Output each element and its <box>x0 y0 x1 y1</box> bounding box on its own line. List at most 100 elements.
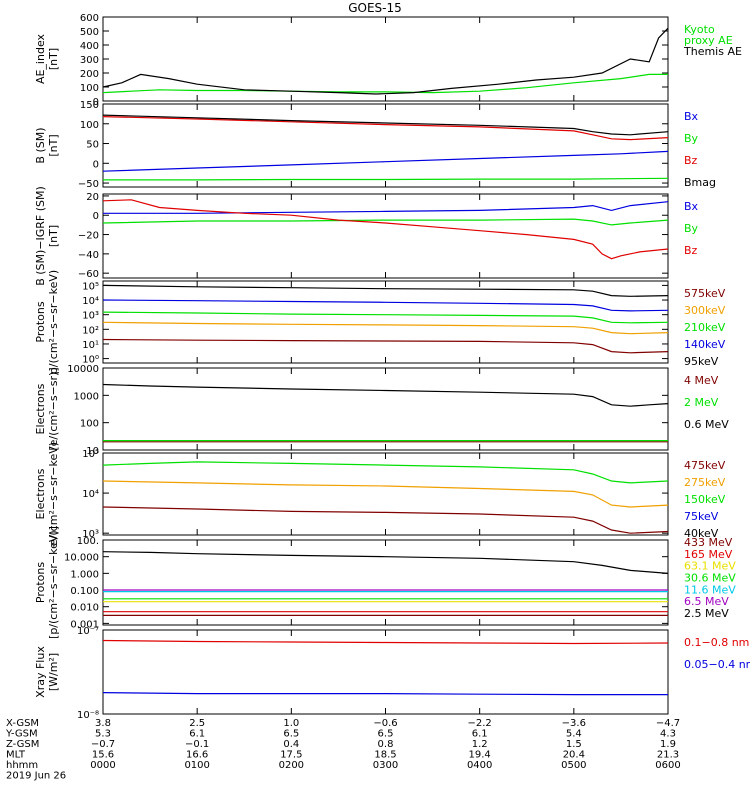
series-line <box>102 383 669 407</box>
legend-label: 575keV <box>684 287 726 300</box>
y-tick-label: 100. <box>77 536 99 547</box>
xaxis-value: 1.2 <box>472 739 488 750</box>
series-line <box>102 321 669 335</box>
xaxis-row-label: Y-GSM <box>5 729 38 740</box>
series-line <box>102 218 669 226</box>
y-tick-label: 100 <box>80 83 99 94</box>
xaxis-value: 1.5 <box>566 739 582 750</box>
y-tick-label: 400 <box>80 41 99 52</box>
y-tick-label: 10⁰ <box>82 355 99 366</box>
y-tick-label: 10⁵ <box>82 281 99 292</box>
y-axis-label: Protons <box>34 301 47 342</box>
legend-label: 0.6 MeV <box>684 418 729 431</box>
legend-label: Themis AE <box>683 45 742 58</box>
y-tick-label: 0 <box>93 97 99 108</box>
series-line <box>102 299 669 312</box>
figure-title: GOES-15 <box>348 1 402 15</box>
y-tick-label: −40 <box>78 250 99 261</box>
xaxis-value: 3.8 <box>95 718 111 729</box>
y-tick-label: 10³ <box>82 311 99 322</box>
legend-label: 275keV <box>684 476 726 489</box>
panel-7: 0.001 0.010 0.100 1.000 10.000 100. Protons [p/… <box>34 526 736 639</box>
series-line <box>102 480 669 508</box>
panel-frame <box>102 16 669 102</box>
xaxis-value: −3.6 <box>562 718 586 729</box>
xaxis-value: 6.5 <box>378 729 394 740</box>
y-tick-label: 0.001 <box>70 619 99 630</box>
panel-frame <box>102 367 669 451</box>
y-tick-label: 10⁻⁸ <box>77 710 99 721</box>
xaxis-value: 4.3 <box>660 729 676 740</box>
y-tick-label: 10⁵ <box>82 449 99 460</box>
legend-label: By <box>684 222 699 235</box>
y-tick-label: 10² <box>82 325 99 336</box>
xaxis-row-label: MLT <box>6 750 26 761</box>
y-tick-label: 50 <box>86 140 99 151</box>
series-line <box>102 73 668 94</box>
legend-label: 150keV <box>684 493 726 506</box>
y-axis-label: AE_index <box>34 33 47 84</box>
y-tick-label: 100 <box>80 120 99 131</box>
xaxis-value: 19.4 <box>469 750 491 761</box>
series-line <box>102 692 668 696</box>
series-line <box>102 199 669 260</box>
date-label: 2019 Jun 26 <box>6 771 66 782</box>
y-axis-label: [nT] <box>47 225 60 247</box>
legend-label: 95keV <box>684 355 719 368</box>
y-tick-label: 10⁴ <box>82 489 99 500</box>
y-tick-label: 0.010 <box>70 603 99 614</box>
xaxis-value: −0.7 <box>91 739 115 750</box>
y-tick-label: 0 <box>93 159 99 170</box>
y-tick-label: 100 <box>80 419 99 430</box>
xaxis-value: 21.3 <box>657 750 679 761</box>
legend-label: 475keV <box>684 459 726 472</box>
xaxis-value: 0500 <box>561 760 586 771</box>
series-line <box>103 177 669 181</box>
series-line <box>102 639 669 645</box>
xaxis-value: 0000 <box>90 760 115 771</box>
panel-frame <box>102 280 669 364</box>
xaxis-value: 16.6 <box>186 750 208 761</box>
series-line <box>102 311 669 324</box>
legend-label: 30.6 MeV <box>684 572 736 585</box>
y-tick-label: −20 <box>78 231 99 242</box>
xaxis-row-label: Z-GSM <box>6 739 39 750</box>
xaxis-value: 0.4 <box>283 739 299 750</box>
panel-1: 0 100 200 300 400 500 600 AE_index [nT] Kyotoprox… <box>34 13 742 108</box>
y-tick-label: 10⁴ <box>82 296 99 307</box>
legend-label: 210keV <box>684 321 726 334</box>
xaxis-value: 6.5 <box>283 729 299 740</box>
xaxis-value: −4.7 <box>656 718 680 729</box>
xaxis-value: 1.0 <box>283 718 299 729</box>
xaxis-value: 6.1 <box>472 729 488 740</box>
xaxis-value: 20.4 <box>563 750 585 761</box>
y-axis-label: [nT] <box>47 134 60 156</box>
xaxis-value: 6.1 <box>189 729 205 740</box>
series-line <box>102 284 669 297</box>
y-axis-label: [e/(cm²−s−sr)] <box>47 367 60 450</box>
series-line <box>102 461 669 484</box>
y-axis-label: Electrons <box>34 468 47 519</box>
y-tick-label: −60 <box>78 269 99 280</box>
legend-label: 300keV <box>684 304 726 317</box>
y-axis-label: e/(cm²−s−sr−keV) <box>47 442 60 546</box>
y-axis-label: Protons <box>34 562 47 603</box>
xaxis-value: 0200 <box>279 760 304 771</box>
y-axis-label: [p/(cm²−s−sr−keV)] <box>47 526 60 639</box>
y-tick-label: 0.100 <box>70 586 99 597</box>
y-axis-label: B (SM) <box>34 127 47 163</box>
legend-label: 140keV <box>684 338 726 351</box>
panel-5: 10 100 1000 10000 Electrons [e/(cm²−s−sr)] 4 M… <box>34 364 729 457</box>
xaxis-value: −2.2 <box>468 718 492 729</box>
xaxis-value: 18.5 <box>374 750 396 761</box>
panel-3: −60 −40 −20 0 20 B (SM)−IGRF (SM) [nT] Bx By Bz <box>34 186 699 286</box>
y-axis-label: Electrons <box>34 383 47 434</box>
xaxis-value: 0600 <box>655 760 680 771</box>
xaxis-value: 17.5 <box>280 750 302 761</box>
legend-label: Bx <box>684 110 699 123</box>
legend-label: 0.05−0.4 nm <box>684 658 750 671</box>
y-tick-label: 10000 <box>67 364 99 375</box>
y-axis-label: p/(cm²−s−sr−keV) <box>47 270 60 374</box>
legend-label: Bz <box>684 154 698 167</box>
